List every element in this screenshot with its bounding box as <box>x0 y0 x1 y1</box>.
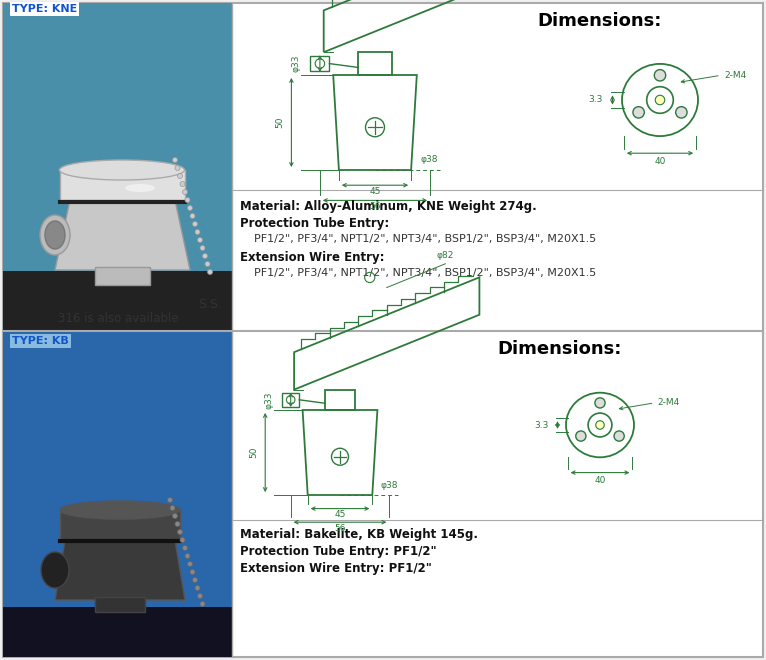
Text: PF1/2", PF3/4", NPT1/2", NPT3/4", BSP1/2", BSP3/4", M20X1.5: PF1/2", PF3/4", NPT1/2", NPT3/4", BSP1/2… <box>240 234 596 244</box>
Text: Protection Tube Entry:: Protection Tube Entry: <box>240 217 389 230</box>
Circle shape <box>195 585 200 591</box>
Circle shape <box>175 166 180 170</box>
Text: 40: 40 <box>594 476 606 485</box>
Text: 3.3: 3.3 <box>588 96 603 104</box>
Text: TYPE: KB: TYPE: KB <box>12 336 69 346</box>
Bar <box>95 597 145 612</box>
Text: φ38: φ38 <box>421 155 438 164</box>
Bar <box>3 331 232 657</box>
Bar <box>95 267 150 285</box>
Text: 45: 45 <box>369 187 381 196</box>
Text: Dimensions:: Dimensions: <box>498 340 622 358</box>
Circle shape <box>190 570 195 574</box>
Text: φ33: φ33 <box>292 55 301 73</box>
Ellipse shape <box>125 184 155 192</box>
Bar <box>3 607 232 657</box>
Circle shape <box>654 69 666 81</box>
Text: 40: 40 <box>654 157 666 166</box>
Ellipse shape <box>45 221 65 249</box>
Circle shape <box>175 521 180 527</box>
Circle shape <box>180 182 185 187</box>
Circle shape <box>168 498 172 502</box>
Circle shape <box>595 398 605 408</box>
Text: Material: Bakelite, KB Weight 145g.: Material: Bakelite, KB Weight 145g. <box>240 528 478 541</box>
Circle shape <box>205 261 210 267</box>
Circle shape <box>192 578 198 583</box>
Circle shape <box>596 421 604 429</box>
Text: φ38: φ38 <box>381 481 398 490</box>
Text: 50: 50 <box>250 447 258 458</box>
Text: Extension Wire Entry: PF1/2": Extension Wire Entry: PF1/2" <box>240 562 432 575</box>
Circle shape <box>170 506 175 510</box>
Circle shape <box>195 230 200 234</box>
Circle shape <box>614 431 624 441</box>
Text: Dimensions:: Dimensions: <box>538 12 662 30</box>
Text: 316 is also available: 316 is also available <box>57 312 178 325</box>
Text: TYPE: KNE: TYPE: KNE <box>12 4 77 14</box>
Text: 56: 56 <box>369 203 381 211</box>
Circle shape <box>190 213 195 218</box>
Circle shape <box>633 107 644 118</box>
Bar <box>3 271 232 331</box>
Circle shape <box>200 601 205 607</box>
Circle shape <box>202 253 208 259</box>
Text: 45: 45 <box>334 510 345 519</box>
Text: 2-M4: 2-M4 <box>725 71 747 80</box>
Circle shape <box>208 269 212 275</box>
Circle shape <box>198 238 202 242</box>
Polygon shape <box>60 510 180 540</box>
Ellipse shape <box>40 215 70 255</box>
Bar <box>3 3 232 331</box>
Polygon shape <box>55 540 185 600</box>
Circle shape <box>188 205 192 211</box>
Text: 3.3: 3.3 <box>535 420 549 430</box>
Ellipse shape <box>41 552 69 588</box>
Circle shape <box>172 513 178 519</box>
Circle shape <box>180 537 185 543</box>
Circle shape <box>182 546 188 550</box>
Polygon shape <box>55 200 190 270</box>
Circle shape <box>676 107 687 118</box>
Text: Protection Tube Entry: PF1/2": Protection Tube Entry: PF1/2" <box>240 545 437 558</box>
Text: 50: 50 <box>275 117 283 128</box>
Text: 56: 56 <box>334 524 345 533</box>
Text: 2-M4: 2-M4 <box>658 399 680 407</box>
Bar <box>325 389 355 410</box>
Circle shape <box>576 431 586 441</box>
Circle shape <box>172 158 178 162</box>
Polygon shape <box>60 170 185 200</box>
Circle shape <box>178 174 182 178</box>
Ellipse shape <box>60 160 185 180</box>
Circle shape <box>188 562 192 566</box>
Circle shape <box>655 95 665 105</box>
Text: S.S.: S.S. <box>198 298 222 311</box>
Circle shape <box>198 593 202 599</box>
Text: φ33: φ33 <box>265 391 273 409</box>
Circle shape <box>178 529 182 535</box>
Ellipse shape <box>60 501 180 519</box>
Text: PF1/2", PF3/4", NPT1/2", NPT3/4", BSP1/2", BSP3/4", M20X1.5: PF1/2", PF3/4", NPT1/2", NPT3/4", BSP1/2… <box>240 268 596 278</box>
Circle shape <box>200 246 205 251</box>
Circle shape <box>185 554 190 558</box>
Bar <box>310 56 329 71</box>
Text: Material: Alloy-Aluminum, KNE Weight 274g.: Material: Alloy-Aluminum, KNE Weight 274… <box>240 200 537 213</box>
Circle shape <box>192 222 198 226</box>
Bar <box>282 393 300 407</box>
Circle shape <box>185 197 190 203</box>
Text: φ82: φ82 <box>437 251 454 260</box>
Circle shape <box>182 189 188 195</box>
Bar <box>358 52 392 75</box>
Text: Extension Wire Entry:: Extension Wire Entry: <box>240 251 385 264</box>
